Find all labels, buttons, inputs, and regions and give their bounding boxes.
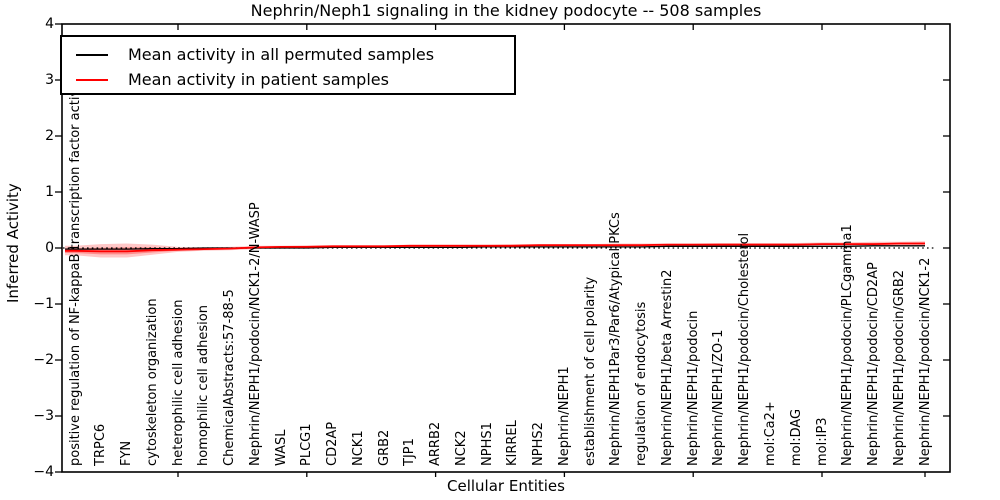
- x-tick-label: WASL: [273, 429, 289, 466]
- x-tick-label: regulation of endocytosis: [634, 301, 650, 466]
- x-tick-label: cytoskeleton organization: [144, 298, 160, 466]
- x-tick-label: ChemicalAbstracts:57-88-5: [222, 289, 237, 466]
- legend-label-permuted: Mean activity in all permuted samples: [128, 45, 435, 64]
- x-tick-label: Nephrin/NEPH1/podocin/CD2AP: [866, 262, 881, 466]
- y-tick-label: 4: [45, 16, 54, 32]
- x-tick-label: Nephrin/NEPH1/podocin/Cholesterol: [737, 232, 753, 466]
- y-tick-label: 2: [45, 128, 54, 144]
- x-tick-label: mol:DAG: [788, 408, 804, 466]
- x-tick-label: mol:IP3: [814, 417, 830, 466]
- x-tick-label: NCK1: [350, 430, 366, 466]
- legend-item-permuted: Mean activity in all permuted samples: [62, 42, 514, 67]
- x-tick-label: KIRREL: [505, 420, 521, 466]
- y-tick-label: 1: [45, 184, 54, 200]
- x-tick-label: Nephrin/NEPH1/podocin: [685, 310, 701, 466]
- x-tick-label: PLCG1: [299, 423, 315, 466]
- x-tick-label: Nephrin/NEPH1Par3/Par6/Atypical PKCs: [608, 212, 624, 466]
- x-tick-label: Nephrin/NEPH1/ZO-1: [711, 329, 727, 466]
- x-tick-label: TJP1: [402, 438, 418, 466]
- x-tick-label: FYN: [119, 440, 134, 466]
- legend-line-black-icon: [76, 53, 108, 56]
- y-tick-label: −3: [33, 408, 54, 424]
- x-tick-label: Nephrin/NEPH1: [556, 366, 572, 466]
- x-tick-label: GRB2: [376, 429, 392, 466]
- legend-line-red-icon: [76, 78, 108, 81]
- x-tick-label: Nephrin/NEPH1/podocin/PLCgamma1: [840, 224, 856, 466]
- x-tick-label: CD2AP: [325, 421, 341, 466]
- y-tick-label: 0: [45, 240, 54, 256]
- chart-title: Nephrin/Neph1 signaling in the kidney po…: [250, 1, 762, 20]
- y-tick-label: −1: [33, 296, 54, 312]
- x-tick-label: NCK2: [453, 430, 469, 466]
- x-tick-label: Nephrin/NEPH1/podocin/NCK1-2/N-WASP: [247, 202, 263, 466]
- x-tick-label: NPHS1: [479, 422, 495, 466]
- y-tick-label: 3: [45, 72, 54, 88]
- x-tick-label: establishment of cell polarity: [582, 276, 598, 466]
- x-tick-label: Nephrin/NEPH1/podocin/NCK1-2: [917, 257, 933, 466]
- legend: Mean activity in all permuted samples Me…: [60, 35, 516, 95]
- x-tick-label: Nephrin/NEPH1/podocin/GRB2: [891, 269, 907, 466]
- x-tick-label: mol:Ca2+: [763, 401, 778, 466]
- patient-mean-line: [65, 242, 925, 253]
- y-tick-label: −4: [33, 464, 54, 480]
- permuted-mean-line: [65, 245, 925, 250]
- x-tick-label: ARRB2: [428, 421, 444, 466]
- legend-label-patient: Mean activity in patient samples: [128, 70, 389, 89]
- x-tick-label: Nephrin/NEPH1/beta Arrestin2: [659, 269, 675, 467]
- legend-item-patient: Mean activity in patient samples: [62, 67, 514, 92]
- x-tick-label: TRPC6: [93, 423, 109, 466]
- x-tick-label: NPHS2: [531, 422, 547, 466]
- x-tick-label: positive regulation of NF-kappaB transcr…: [67, 72, 83, 466]
- x-tick-label: heterophilic cell adhesion: [170, 299, 186, 467]
- x-tick-label: homophilic cell adhesion: [196, 305, 212, 466]
- x-axis-label: Cellular Entities: [447, 477, 565, 495]
- y-tick-label: −2: [33, 352, 54, 368]
